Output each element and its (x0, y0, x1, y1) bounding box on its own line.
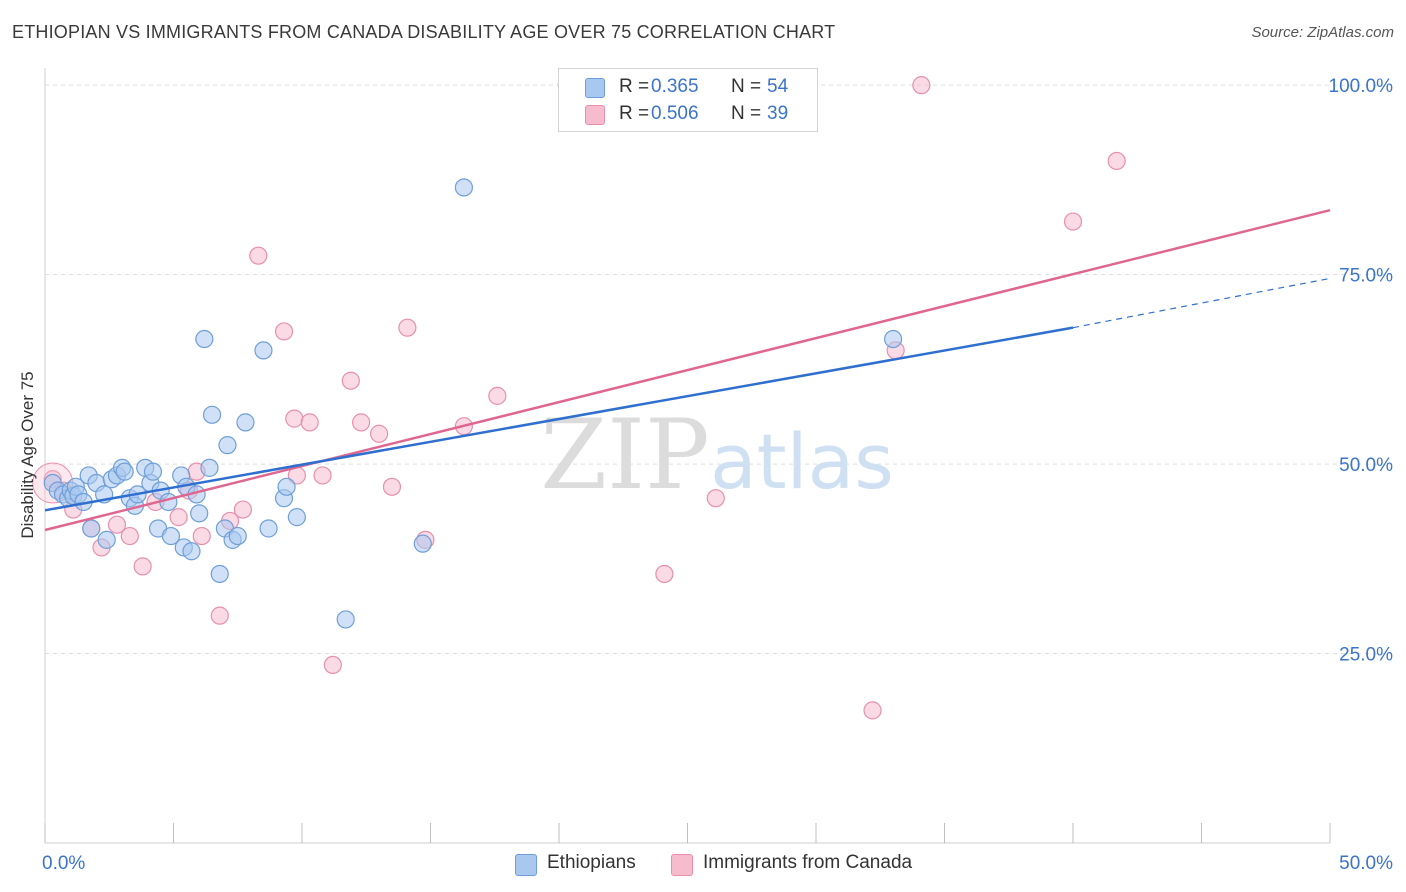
y-axis-label: Disability Age Over 75 (18, 371, 37, 539)
legend-r-value: 0.506 (651, 103, 699, 124)
ethiopian-point (287, 508, 306, 527)
trend-line-ethiopians-extension (1072, 277, 1331, 329)
legend-n-value: 54 (767, 76, 789, 97)
ethiopian-point (200, 458, 219, 477)
ethiopian-point (161, 526, 181, 546)
series-legend: Ethiopians Immigrants from Canada (0, 851, 1406, 879)
trend-lines (44, 208, 1331, 532)
ethiopian-point (277, 477, 296, 496)
ethiopian-point (182, 542, 201, 561)
ethiopian-point (228, 526, 247, 546)
ethiopian-point (413, 534, 432, 553)
y-tick-label: 100.0% (1329, 76, 1394, 97)
legend-r-label: R = (619, 103, 650, 124)
legend-n-label: N = (731, 76, 762, 97)
watermark-atlas: atlas (710, 417, 894, 506)
ethiopian-point (202, 405, 222, 424)
ethiopian-point (115, 462, 134, 481)
watermark: ZIP atlas (540, 399, 893, 511)
canada-point (300, 413, 319, 432)
legend-swatch-pink (671, 854, 693, 876)
canada-point (382, 477, 402, 496)
series-ethiopians-points (43, 178, 903, 629)
canada-point (1063, 212, 1083, 231)
canada-point (169, 508, 188, 527)
canada-point (370, 424, 389, 443)
legend-swatch-blue (585, 78, 605, 98)
trend-line-ethiopians (44, 326, 1074, 512)
legend-row-immigrants-from-canada: R = 0.506 N = 39 (559, 100, 817, 128)
legend-n-label: N = (731, 103, 762, 124)
ethiopian-point (218, 436, 237, 455)
legend-swatch-pink (585, 105, 605, 125)
grid-layer (45, 84, 1392, 655)
legend-row-ethiopians: R = 0.365 N = 54 (559, 73, 817, 101)
canada-point (1107, 151, 1126, 171)
canada-point (352, 413, 371, 432)
canada-point (120, 526, 139, 546)
ethiopian-point (454, 178, 474, 197)
trend-line-immigrants-from-canada (44, 208, 1331, 532)
canada-point (655, 564, 674, 584)
legend-label: Ethiopians (547, 852, 636, 873)
ethiopian-point (82, 519, 101, 538)
canada-point (398, 318, 417, 337)
canada-point (706, 489, 725, 508)
canada-point (274, 322, 294, 341)
legend-r-value: 0.365 (651, 76, 699, 97)
canada-point (863, 701, 882, 720)
y-tick-label: 50.0% (1339, 455, 1393, 476)
y-tick-label: 75.0% (1339, 266, 1393, 287)
chart-title: ETHIOPIAN VS IMMIGRANTS FROM CANADA DISA… (12, 22, 836, 42)
ethiopian-point (259, 519, 278, 538)
ethiopian-point (254, 341, 273, 360)
watermark-zip: ZIP (540, 399, 709, 511)
canada-point (285, 409, 304, 428)
legend-label: Immigrants from Canada (703, 852, 913, 873)
canada-point (210, 606, 229, 625)
legend-r-label: R = (619, 76, 650, 97)
ethiopian-point (336, 610, 355, 629)
ethiopian-point (190, 504, 209, 523)
y-tick-label: 25.0% (1339, 645, 1393, 666)
source-label: Source: ZipAtlas.com (1251, 24, 1394, 41)
canada-point (192, 526, 211, 546)
ethiopian-point (883, 329, 903, 349)
axis-layer (44, 68, 1331, 844)
canada-point (323, 655, 342, 675)
ethiopian-point (143, 462, 163, 481)
canada-point (249, 246, 268, 265)
canada-point (313, 466, 332, 485)
canada-point (341, 371, 360, 390)
legend-n-value: 39 (767, 103, 789, 124)
canada-point (488, 386, 507, 405)
canada-point (912, 76, 931, 95)
x-tick-label: 0.0% (42, 853, 85, 874)
canada-point (107, 515, 127, 534)
ethiopian-point (236, 413, 255, 432)
correlation-legend: R = 0.365 N = 54 R = 0.506 N = 39 (558, 68, 818, 132)
canada-point (133, 557, 152, 576)
x-tick-label: 50.0% (1339, 853, 1393, 874)
canada-point (233, 500, 252, 519)
ethiopian-point (210, 564, 229, 584)
ethiopian-point (195, 329, 214, 349)
tick-labels: 25.0% 50.0% 75.0% 100.0% 0.0% 50.0% (42, 76, 1393, 874)
legend-swatch-blue (515, 854, 537, 876)
ethiopian-point (97, 530, 116, 549)
